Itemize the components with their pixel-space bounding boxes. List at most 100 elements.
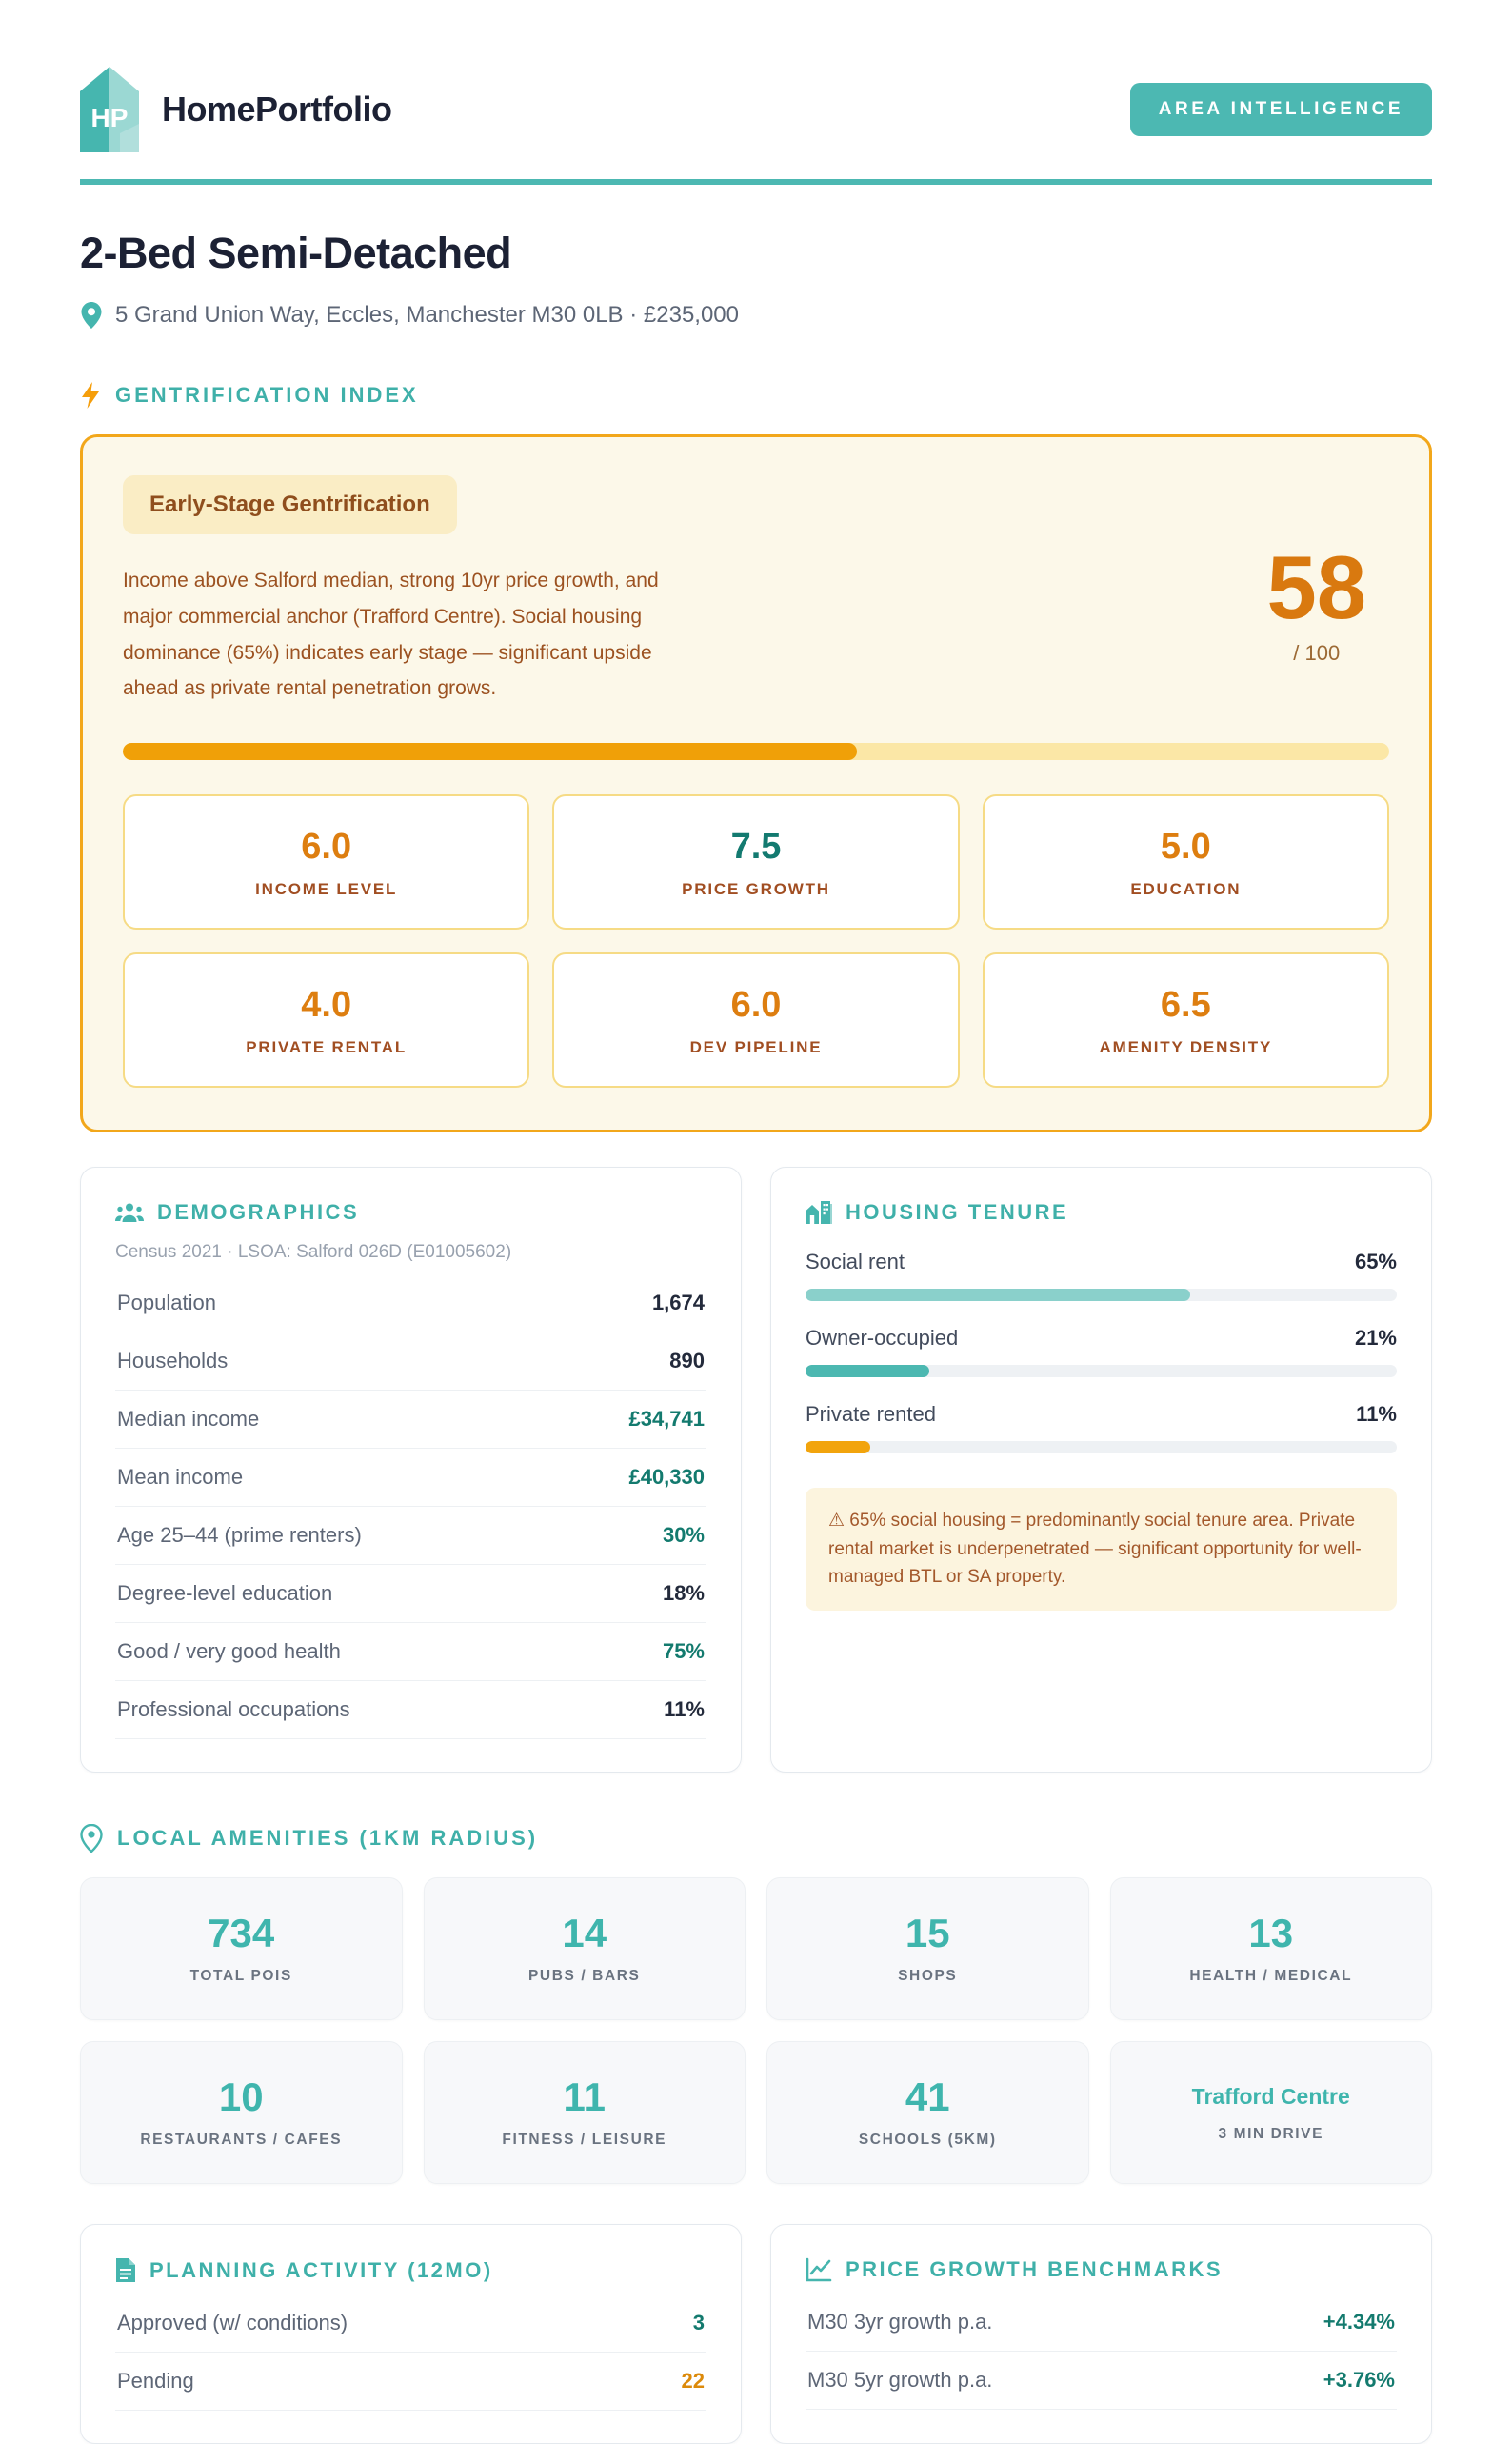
amenity-value: 13: [1248, 1910, 1294, 1955]
planning-row: Approved (w/ conditions) 3: [115, 2294, 706, 2354]
price-growth-title: PRICE GROWTH BENCHMARKS: [846, 2257, 1224, 2282]
amenity-label: 3 MIN DRIVE: [1218, 2125, 1324, 2142]
subscore-value: 5.0: [1160, 827, 1211, 868]
homeportfolio-logo-icon: HP: [80, 67, 139, 152]
score-value: 58: [1266, 536, 1366, 637]
subscore-card: 7.5 PRICE GROWTH: [552, 794, 960, 931]
area-intelligence-badge: AREA INTELLIGENCE: [1129, 83, 1432, 136]
lightning-icon: [82, 382, 99, 409]
demographics-row: Mean income £40,330: [115, 1449, 706, 1508]
subscore-label: EDUCATION: [1130, 880, 1242, 899]
property-address: 5 Grand Union Way, Eccles, Manchester M3…: [80, 301, 1432, 330]
planning-price-row: PLANNING ACTIVITY (12MO) Approved (w/ co…: [80, 2224, 1432, 2444]
tenure-row: Private rented 11%: [806, 1402, 1397, 1454]
tenure-bar-fill: [806, 1365, 930, 1378]
amenities-section-header: LOCAL AMENITIES (1KM RADIUS): [80, 1824, 1432, 1853]
amenity-card: 11 FITNESS / LEISURE: [423, 2041, 746, 2185]
subscore-card: 4.0 PRIVATE RENTAL: [123, 952, 530, 1089]
subscore-card: 6.5 AMENITY DENSITY: [982, 952, 1389, 1089]
tenure-row: Owner-occupied 21%: [806, 1326, 1397, 1378]
tenure-bar-track: [806, 1441, 1397, 1454]
amenity-card: Trafford Centre 3 MIN DRIVE: [1109, 2041, 1432, 2185]
amenity-value: 734: [208, 1910, 275, 1955]
gentrification-summary: Early-Stage Gentrification Income above …: [123, 475, 1389, 707]
demographics-tenure-row: DEMOGRAPHICS Census 2021 · LSOA: Salford…: [80, 1167, 1432, 1773]
subscore-value: 7.5: [730, 827, 782, 868]
subscore-grid: 6.0 INCOME LEVEL 7.5 PRICE GROWTH 5.0 EDUCATI…: [123, 794, 1389, 1089]
document-icon: [116, 2258, 135, 2283]
price-growth-rows: M30 3yr growth p.a. +4.34% M30 5yr growth …: [806, 2294, 1397, 2411]
amenity-label: TOTAL POIS: [189, 1967, 292, 1984]
gentrification-section-title: GENTRIFICATION INDEX: [115, 383, 419, 407]
amenity-card: 14 PUBS / BARS: [423, 1877, 746, 2021]
subscore-card: 6.0 INCOME LEVEL: [123, 794, 530, 931]
demographics-row-label: Median income: [117, 1407, 260, 1432]
demographics-title: DEMOGRAPHICS: [157, 1200, 360, 1225]
score-progress-track: [123, 743, 1389, 761]
amenity-card: 15 SHOPS: [766, 1877, 1089, 2021]
tenure-bars: Social rent 65% Owner-occupied 21% Private r…: [806, 1250, 1397, 1454]
subscore-label: DEV PIPELINE: [689, 1038, 823, 1057]
demographics-row: Population 1,674: [115, 1274, 706, 1333]
location-pin-icon: [80, 1824, 103, 1853]
demographics-row-value: 890: [669, 1349, 705, 1373]
subscore-label: PRIVATE RENTAL: [246, 1038, 408, 1057]
price-growth-row-label: M30 5yr growth p.a.: [807, 2368, 993, 2393]
amenity-value: 14: [562, 1910, 607, 1955]
header: HP HomePortfolio AREA INTELLIGENCE: [80, 67, 1432, 152]
amenity-label: SHOPS: [898, 1967, 958, 1984]
planning-row-label: Approved (w/ conditions): [117, 2311, 348, 2335]
demographics-row: Degree-level education 18%: [115, 1565, 706, 1624]
subscore-value: 6.0: [730, 985, 782, 1026]
demographics-row: Median income £34,741: [115, 1391, 706, 1450]
demographics-row: Professional occupations 11%: [115, 1681, 706, 1740]
gentrification-card: Early-Stage Gentrification Income above …: [80, 434, 1432, 1133]
price-growth-panel: PRICE GROWTH BENCHMARKS M30 3yr growth p…: [770, 2224, 1432, 2444]
demographics-row-value: 75%: [662, 1639, 705, 1664]
housing-tenure-header: HOUSING TENURE: [806, 1200, 1397, 1225]
logo-monogram: HP: [91, 103, 129, 132]
amenities-grid: 734 TOTAL POIS 14 PUBS / BARS 15 SHOPS 13 HEALT…: [80, 1877, 1432, 2185]
demographics-header: DEMOGRAPHICS: [115, 1200, 706, 1225]
amenity-card: 41 SCHOOLS (5KM): [766, 2041, 1089, 2185]
demographics-source: Census 2021 · LSOA: Salford 026D (E01005…: [115, 1242, 512, 1263]
demographics-row-value: 18%: [662, 1581, 705, 1606]
amenity-label: FITNESS / LEISURE: [502, 2131, 667, 2148]
planning-rows: Approved (w/ conditions) 3 Pending 22: [115, 2294, 706, 2412]
amenity-card: 13 HEALTH / MEDICAL: [1109, 1877, 1432, 2021]
gentrification-left: Early-Stage Gentrification Income above …: [123, 475, 694, 707]
price-growth-row: M30 5yr growth p.a. +3.76%: [806, 2352, 1397, 2411]
address-text: 5 Grand Union Way, Eccles, Manchester M3…: [115, 302, 739, 328]
tenure-value: 21%: [1354, 1326, 1397, 1351]
amenity-value: 41: [905, 2073, 950, 2119]
tenure-note: ⚠ 65% social housing = predominantly soc…: [806, 1488, 1397, 1611]
tenure-label: Owner-occupied: [806, 1326, 959, 1351]
planning-header: PLANNING ACTIVITY (12MO): [115, 2257, 706, 2283]
amenity-value: 10: [218, 2073, 264, 2119]
subscore-value: 4.0: [301, 985, 352, 1026]
amenities-section-title: LOCAL AMENITIES (1KM RADIUS): [117, 1826, 539, 1851]
subscore-label: PRICE GROWTH: [682, 880, 830, 899]
amenity-label: HEALTH / MEDICAL: [1189, 1967, 1353, 1984]
demographics-row: Age 25–44 (prime renters) 30%: [115, 1507, 706, 1566]
map-pin-icon: [81, 302, 102, 329]
subscore-value: 6.5: [1160, 985, 1211, 1026]
amenity-label: PUBS / BARS: [527, 1967, 641, 1984]
tenure-row-header: Private rented 11%: [806, 1402, 1397, 1427]
price-growth-row-value: +4.34%: [1323, 2310, 1395, 2334]
subscore-card: 6.0 DEV PIPELINE: [552, 952, 960, 1089]
tenure-value: 65%: [1354, 1250, 1397, 1274]
demographics-row: Households 890: [115, 1332, 706, 1392]
demographics-row-label: Population: [117, 1291, 216, 1315]
tenure-label: Private rented: [806, 1402, 936, 1427]
planning-row-label: Pending: [117, 2369, 194, 2394]
subscore-label: INCOME LEVEL: [255, 880, 398, 899]
demographics-row-label: Mean income: [117, 1465, 244, 1490]
brand-name: HomePortfolio: [162, 90, 392, 129]
price-growth-header: PRICE GROWTH BENCHMARKS: [806, 2257, 1397, 2282]
price-growth-row-value: +3.76%: [1323, 2368, 1395, 2393]
amenity-label: SCHOOLS (5KM): [858, 2131, 997, 2148]
amenity-card: 10 RESTAURANTS / CAFES: [80, 2041, 403, 2185]
tenure-bar-fill: [806, 1441, 871, 1454]
demographics-rows: Population 1,674 Households 890 Median incom…: [115, 1274, 706, 1740]
